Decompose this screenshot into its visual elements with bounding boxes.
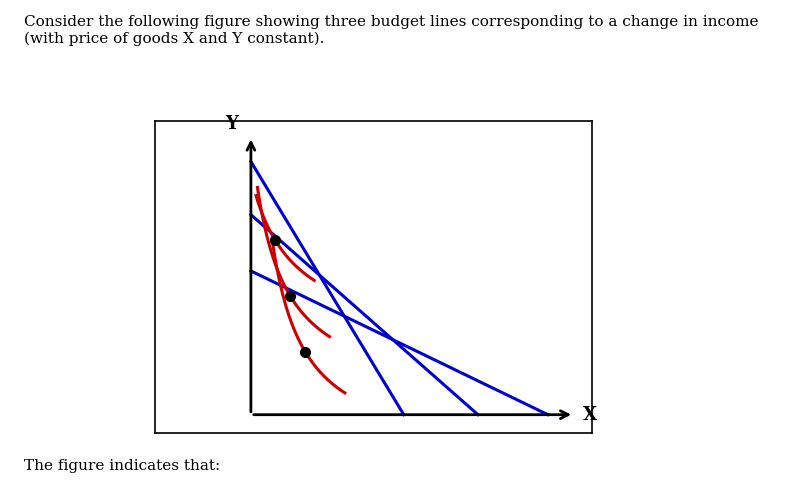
- Text: X: X: [583, 406, 597, 424]
- Text: Y: Y: [225, 115, 238, 134]
- Text: The figure indicates that:: The figure indicates that:: [24, 459, 220, 473]
- Text: Consider the following figure showing three budget lines corresponding to a chan: Consider the following figure showing th…: [24, 15, 758, 46]
